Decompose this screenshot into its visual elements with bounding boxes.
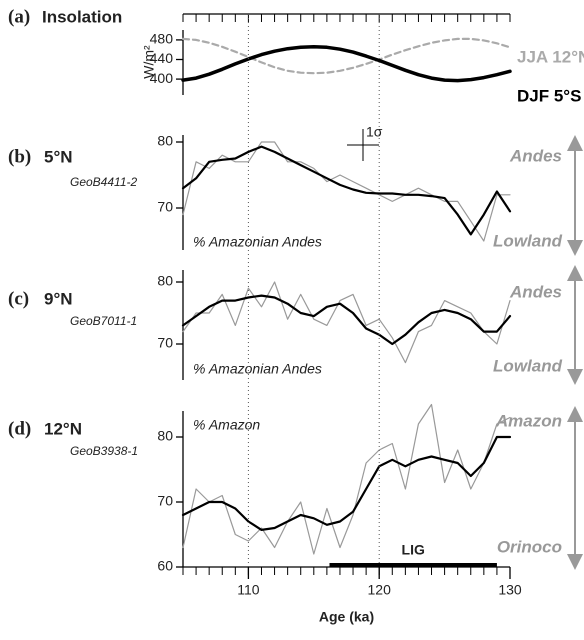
panel-title: Insolation (42, 7, 122, 26)
proxy-label: % Amazon (193, 417, 260, 433)
y-tick-label: 70 (157, 493, 173, 509)
panel-label: (d) (8, 418, 31, 439)
direction-label: Lowland (493, 231, 563, 250)
proxy-label: % Amazonian Andes (193, 234, 322, 250)
panel-title: 9°N (44, 289, 73, 308)
x-tick-label: 120 (368, 582, 392, 598)
series-line (181, 294, 512, 346)
y-tick-label: 400 (150, 70, 174, 86)
x-tick-label: 130 (498, 582, 522, 598)
y-axis-label: W/m² (141, 45, 157, 79)
proxy-label: % Amazonian Andes (193, 361, 322, 377)
core-name: GeoB3938-1 (70, 444, 138, 458)
y-tick-label: 60 (157, 558, 173, 574)
series-line (182, 281, 511, 364)
panel-title: 12°N (44, 419, 82, 438)
core-name: GeoB7011-1 (70, 314, 137, 328)
panel-label: (b) (8, 146, 31, 167)
panel-label: (c) (8, 288, 29, 309)
series-line (181, 45, 512, 83)
x-axis-label: Age (ka) (319, 609, 374, 625)
x-tick-label: 110 (237, 582, 260, 598)
y-tick-label: 80 (157, 428, 173, 444)
direction-label: Lowland (493, 356, 563, 375)
error-crosshair (347, 129, 379, 161)
y-tick-label: 480 (150, 31, 174, 47)
error-label: 1σ (366, 124, 383, 140)
y-tick-label: 440 (150, 50, 174, 66)
panel-title: 5°N (44, 147, 73, 166)
y-tick-label: 80 (157, 133, 173, 149)
series-line (182, 403, 511, 555)
panel-label: (a) (8, 6, 30, 27)
series-label: JJA 12°N (517, 47, 584, 66)
direction-label: Andes (509, 146, 562, 165)
direction-label: Andes (509, 282, 562, 301)
core-name: GeoB4411-2 (70, 175, 137, 189)
series-label: DJF 5°S (517, 86, 581, 105)
y-tick-label: 80 (157, 273, 173, 289)
y-tick-label: 70 (157, 199, 173, 215)
y-tick-label: 70 (157, 335, 173, 351)
period-label: LIG (402, 542, 425, 558)
series-line (181, 435, 512, 531)
series-line (181, 145, 512, 236)
direction-label: Orinoco (497, 537, 562, 556)
series-line (182, 141, 511, 242)
series-line (181, 37, 512, 75)
direction-label: Amazon (495, 411, 562, 430)
